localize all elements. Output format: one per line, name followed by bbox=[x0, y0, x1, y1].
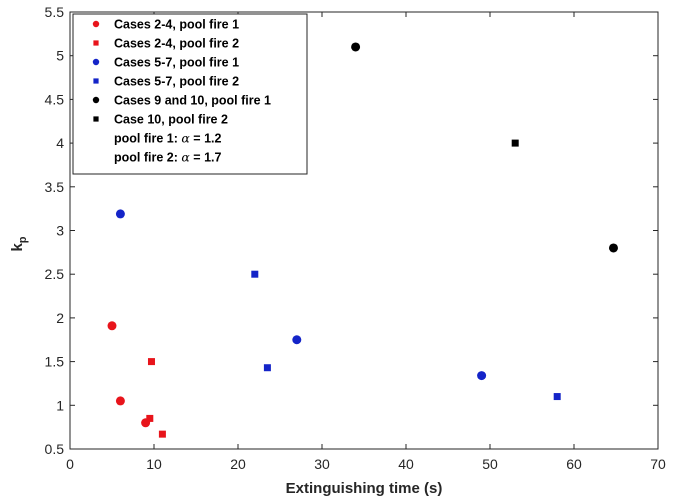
legend-note-symbol: α bbox=[181, 150, 190, 165]
legend-marker bbox=[92, 20, 100, 28]
data-point bbox=[292, 335, 302, 345]
legend-marker bbox=[93, 40, 99, 46]
legend-note-prefix: pool fire 1: bbox=[114, 132, 181, 146]
y-axis-label-subscript: p bbox=[17, 236, 29, 243]
legend-marker bbox=[92, 96, 100, 104]
data-point bbox=[107, 321, 117, 331]
legend-label: Cases 9 and 10, pool fire 1 bbox=[114, 94, 271, 108]
legend-note: pool fire 2: α = 1.7 bbox=[114, 150, 221, 165]
legend: Cases 2-4, pool fire 1 Cases 2-4, pool fi… bbox=[72, 13, 308, 175]
legend-label: Cases 2-4, pool fire 2 bbox=[114, 37, 239, 51]
y-tick-label: 3 bbox=[56, 223, 64, 239]
data-point bbox=[115, 209, 125, 219]
y-tick-label: 5 bbox=[56, 48, 64, 64]
y-tick-label: 2 bbox=[56, 310, 64, 326]
legend-marker bbox=[92, 58, 100, 66]
data-point bbox=[158, 430, 166, 438]
legend-items: Cases 2-4, pool fire 1 Cases 2-4, pool fi… bbox=[92, 18, 271, 165]
data-point bbox=[608, 243, 618, 253]
legend-marker bbox=[93, 78, 99, 84]
legend-label: Case 10, pool fire 2 bbox=[114, 113, 228, 127]
legend-label: Cases 2-4, pool fire 1 bbox=[114, 18, 239, 32]
axis-tick-labels: 0 10 20 30 40 50 60 70 0.5 1 1.5 2 2.5 3 3.5 4 4.5 5 5.5 bbox=[45, 4, 666, 472]
y-axis-label-base: k bbox=[9, 243, 26, 252]
legend-label: Cases 5-7, pool fire 1 bbox=[114, 56, 239, 70]
x-tick-label: 0 bbox=[66, 456, 74, 472]
data-point bbox=[511, 139, 519, 147]
data-point bbox=[146, 414, 154, 422]
data-points bbox=[107, 42, 618, 438]
y-axis-label: kp bbox=[9, 236, 29, 251]
legend-note: pool fire 1: α = 1.2 bbox=[114, 131, 221, 146]
data-point bbox=[115, 396, 125, 406]
x-tick-label: 30 bbox=[314, 456, 330, 472]
legend-box bbox=[72, 13, 308, 175]
legend-note-symbol: α bbox=[181, 131, 190, 146]
data-point bbox=[351, 42, 361, 52]
y-tick-label: 5.5 bbox=[45, 4, 65, 20]
y-tick-label: 4.5 bbox=[45, 91, 65, 107]
x-tick-label: 10 bbox=[146, 456, 162, 472]
data-point bbox=[147, 358, 155, 366]
x-tick-label: 70 bbox=[650, 456, 666, 472]
data-point bbox=[553, 393, 561, 401]
x-axis-label: Extinguishing time (s) bbox=[286, 480, 443, 497]
legend-marker bbox=[93, 116, 99, 122]
data-point bbox=[251, 270, 259, 278]
y-tick-label: 3.5 bbox=[45, 179, 65, 195]
y-tick-label: 2.5 bbox=[45, 266, 65, 282]
legend-label: Cases 5-7, pool fire 2 bbox=[114, 75, 239, 89]
y-tick-label: 1 bbox=[56, 397, 64, 413]
x-tick-label: 20 bbox=[230, 456, 246, 472]
x-tick-label: 50 bbox=[482, 456, 498, 472]
legend-note-suffix: = 1.2 bbox=[190, 132, 222, 146]
x-tick-label: 40 bbox=[398, 456, 414, 472]
y-tick-label: 0.5 bbox=[45, 441, 65, 457]
data-point bbox=[477, 371, 487, 381]
y-tick-label: 1.5 bbox=[45, 354, 65, 370]
legend-note-prefix: pool fire 2: bbox=[114, 151, 181, 165]
y-tick-label: 4 bbox=[56, 135, 64, 151]
data-point bbox=[263, 364, 271, 372]
x-tick-label: 60 bbox=[566, 456, 582, 472]
legend-note-suffix: = 1.7 bbox=[190, 151, 222, 165]
